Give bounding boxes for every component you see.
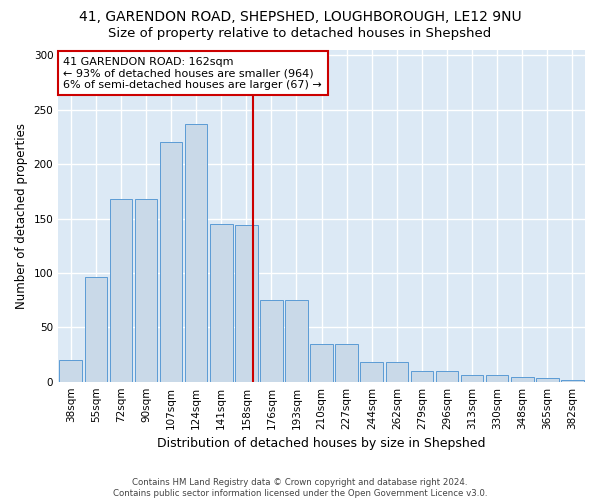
Bar xyxy=(335,344,358,382)
Bar xyxy=(110,199,132,382)
Y-axis label: Number of detached properties: Number of detached properties xyxy=(15,123,28,309)
X-axis label: Distribution of detached houses by size in Shepshed: Distribution of detached houses by size … xyxy=(157,437,486,450)
Bar xyxy=(436,371,458,382)
Bar xyxy=(235,225,257,382)
Bar xyxy=(561,380,584,382)
Text: 41 GARENDON ROAD: 162sqm
← 93% of detached houses are smaller (964)
6% of semi-d: 41 GARENDON ROAD: 162sqm ← 93% of detach… xyxy=(64,56,322,90)
Bar xyxy=(160,142,182,382)
Bar xyxy=(59,360,82,382)
Bar xyxy=(536,378,559,382)
Bar xyxy=(310,344,333,382)
Bar xyxy=(134,199,157,382)
Text: Contains HM Land Registry data © Crown copyright and database right 2024.
Contai: Contains HM Land Registry data © Crown c… xyxy=(113,478,487,498)
Text: Size of property relative to detached houses in Shepshed: Size of property relative to detached ho… xyxy=(109,28,491,40)
Bar xyxy=(185,124,208,382)
Bar xyxy=(461,375,484,382)
Bar xyxy=(361,362,383,382)
Bar xyxy=(486,375,508,382)
Text: 41, GARENDON ROAD, SHEPSHED, LOUGHBOROUGH, LE12 9NU: 41, GARENDON ROAD, SHEPSHED, LOUGHBOROUG… xyxy=(79,10,521,24)
Bar xyxy=(260,300,283,382)
Bar xyxy=(285,300,308,382)
Bar xyxy=(386,362,408,382)
Bar xyxy=(511,378,533,382)
Bar xyxy=(410,371,433,382)
Bar xyxy=(210,224,233,382)
Bar xyxy=(85,278,107,382)
